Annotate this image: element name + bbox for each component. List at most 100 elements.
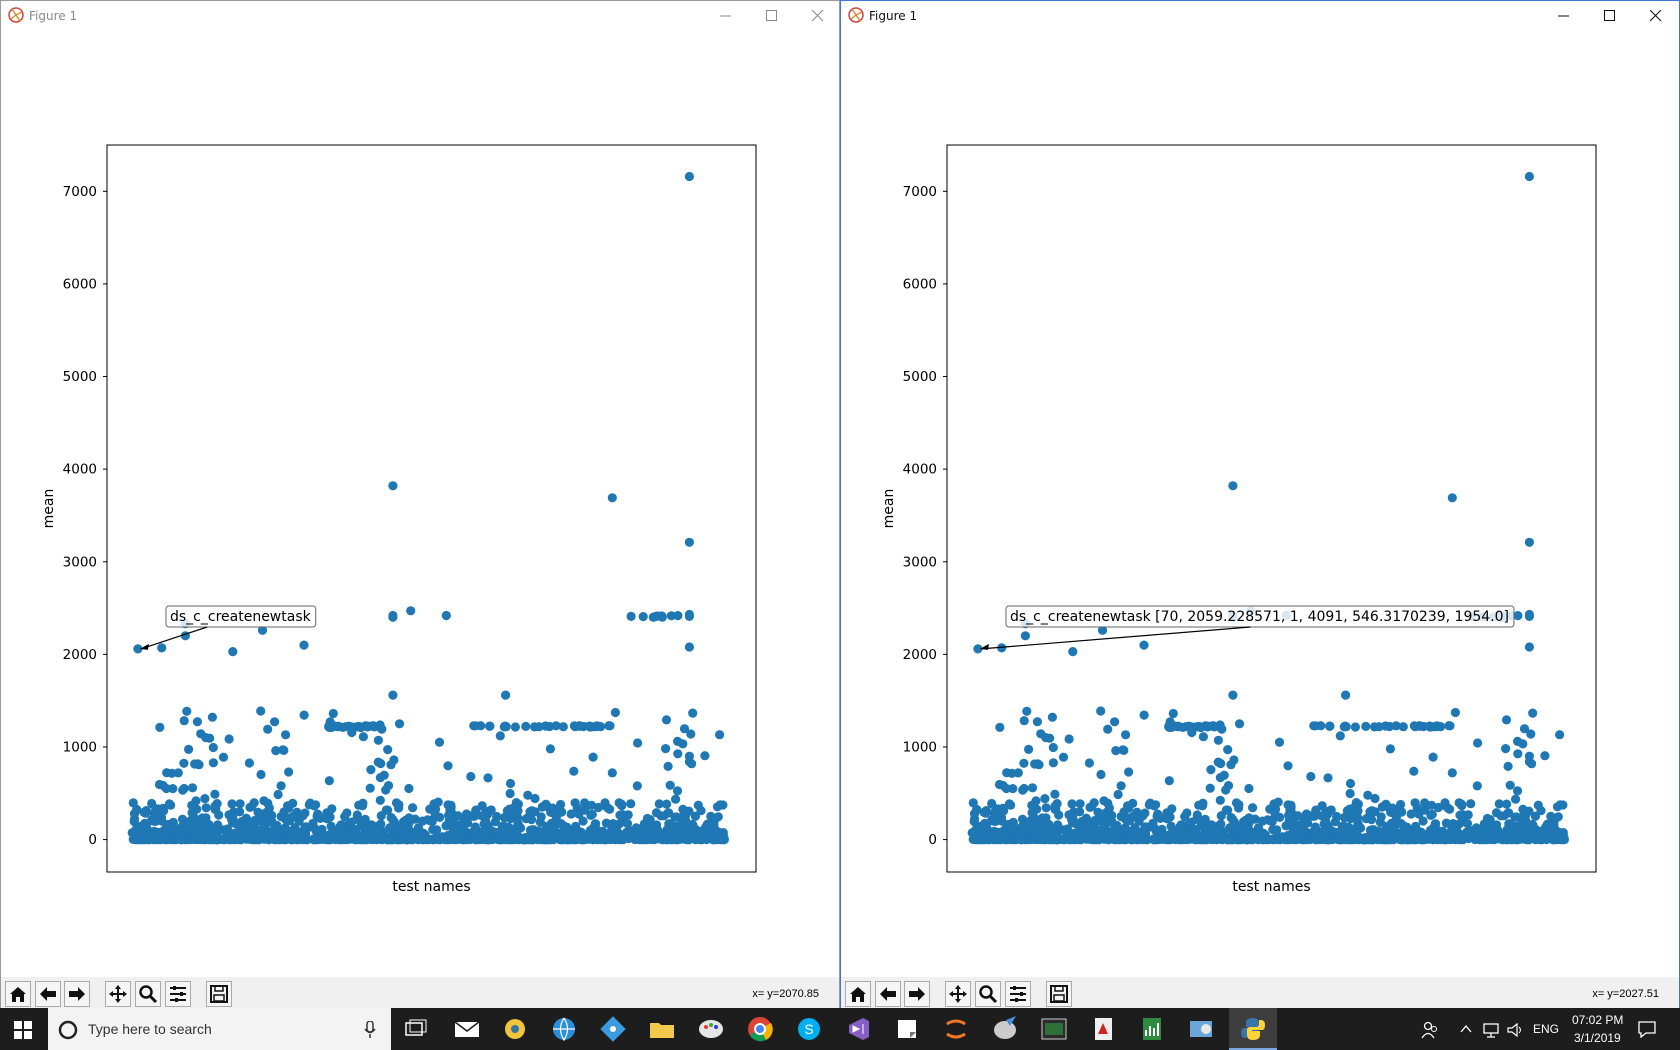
data-point (1047, 712, 1057, 722)
volume-icon[interactable] (1506, 1022, 1524, 1038)
maximize-icon (1604, 10, 1615, 21)
minimize-button[interactable] (1541, 1, 1587, 31)
back-button[interactable] (35, 981, 61, 1007)
zoom-button[interactable] (975, 981, 1001, 1007)
data-point (1512, 834, 1522, 845)
data-point (1007, 768, 1017, 778)
paintbrush-app-icon[interactable] (990, 1014, 1020, 1044)
data-point (1494, 799, 1504, 809)
scatter-plot[interactable]: 0 1000 2000 3000 4000 5000 6000 7000 test names m… (841, 1, 1679, 971)
data-point (1187, 817, 1197, 827)
pan-button[interactable] (105, 981, 131, 1007)
notifications-icon[interactable] (1638, 1021, 1656, 1038)
data-point (1226, 812, 1236, 823)
data-point (1047, 834, 1057, 845)
data-point (1216, 819, 1226, 829)
back-button[interactable] (875, 981, 901, 1007)
home-button[interactable] (845, 981, 871, 1007)
data-point (1268, 825, 1278, 835)
data-point (700, 751, 710, 761)
pdf-app-icon[interactable] (1088, 1014, 1118, 1044)
forward-button[interactable] (64, 981, 90, 1007)
pan-button[interactable] (945, 981, 971, 1007)
python-idle-icon[interactable] (500, 1014, 530, 1044)
file-explorer-icon[interactable] (647, 1014, 677, 1044)
mail-app-icon[interactable] (452, 1014, 482, 1044)
chevron-up-icon[interactable] (1460, 1024, 1472, 1034)
data-point (1269, 799, 1279, 809)
data-point (1416, 835, 1426, 845)
network-icon[interactable] (1482, 1022, 1500, 1038)
data-point (1113, 789, 1123, 800)
data-point (664, 808, 674, 818)
data-point (373, 757, 383, 767)
data-point (684, 171, 695, 182)
people-icon[interactable] (1421, 1021, 1439, 1039)
maximize-button[interactable] (749, 1, 795, 31)
configure-subplots-button[interactable] (1005, 981, 1031, 1007)
data-point (972, 822, 982, 832)
title-bar[interactable]: Figure 1 (841, 1, 1679, 31)
globe-app-icon[interactable] (549, 1014, 579, 1044)
data-point (1519, 724, 1530, 734)
data-point (228, 647, 238, 657)
data-point (1149, 834, 1159, 844)
control-panel-icon[interactable] (1186, 1014, 1216, 1044)
save-button[interactable] (1046, 981, 1072, 1007)
visual-studio-icon[interactable] (843, 1014, 873, 1044)
data-point (1491, 808, 1502, 818)
data-point (1129, 811, 1139, 821)
home-button[interactable] (5, 981, 31, 1007)
spreadsheet-chart-icon[interactable] (1137, 1014, 1167, 1044)
microphone-icon[interactable] (364, 1021, 376, 1039)
scatter-plot[interactable]: 0 1000 2000 3000 4000 5000 6000 7000 test names m… (1, 1, 839, 971)
data-point (569, 833, 579, 843)
clock-time[interactable]: 07:02 PM (1572, 1013, 1624, 1027)
task-view-icon[interactable] (401, 1014, 431, 1044)
data-point (1206, 765, 1216, 775)
data-point (498, 834, 508, 844)
data-point (270, 717, 280, 727)
close-button[interactable] (1633, 1, 1679, 31)
y-tick-label: 2000 (903, 647, 937, 663)
language-indicator[interactable]: ENG (1533, 1022, 1560, 1036)
zoom-button[interactable] (135, 981, 161, 1007)
paint-app-icon[interactable] (696, 1014, 726, 1044)
git-app-icon[interactable] (598, 1014, 628, 1044)
data-point (263, 724, 273, 734)
data-point (523, 790, 533, 800)
data-point (551, 721, 561, 731)
data-point (536, 812, 546, 822)
minimize-button[interactable] (703, 1, 749, 31)
data-point (1420, 798, 1430, 808)
data-point (394, 719, 405, 729)
terminal-icon[interactable] (1039, 1014, 1069, 1044)
clock-date[interactable]: 3/1/2019 (1574, 1031, 1621, 1045)
configure-subplots-button[interactable] (165, 981, 191, 1007)
data-point (1455, 810, 1465, 820)
skype-icon[interactable]: S (794, 1014, 824, 1044)
navigation-toolbar: x= y=2070.85 (1, 977, 839, 1009)
data-point (156, 832, 167, 842)
chrome-icon[interactable] (745, 1014, 775, 1044)
title-bar[interactable]: Figure 1 (1, 1, 839, 31)
data-point (698, 829, 708, 839)
search-box[interactable]: Type here to search (48, 1008, 391, 1050)
data-point (1202, 821, 1212, 831)
maximize-button[interactable] (1587, 1, 1633, 31)
forward-button[interactable] (904, 981, 930, 1007)
jupyter-icon[interactable] (941, 1014, 971, 1044)
data-point (1513, 736, 1523, 747)
windows-start-icon[interactable] (14, 1021, 32, 1039)
data-point (1200, 835, 1210, 845)
data-point (607, 493, 617, 503)
data-point (288, 798, 298, 809)
data-point (680, 818, 690, 829)
data-point (190, 759, 200, 769)
data-point (1363, 790, 1373, 800)
data-point (666, 611, 677, 621)
close-button[interactable] (795, 1, 841, 31)
python-taskbar-button[interactable] (1229, 1008, 1277, 1050)
sticky-notes-icon[interactable] (892, 1014, 922, 1044)
save-button[interactable] (206, 981, 232, 1007)
